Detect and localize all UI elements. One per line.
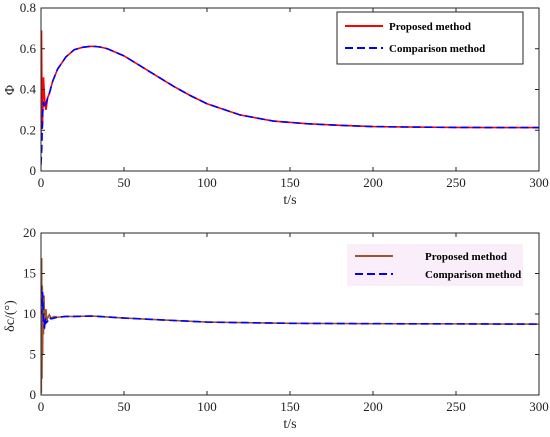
x-tick-label: 300 — [529, 175, 549, 190]
series-line-comparison — [41, 45, 539, 165]
y-tick-label: 0.6 — [20, 41, 37, 56]
y-tick-label: 0 — [30, 163, 37, 178]
x-tick-label: 100 — [197, 399, 217, 414]
y-tick-label: 20 — [23, 225, 36, 240]
legend-label-comparison: Comparison method — [425, 269, 521, 281]
y-tick-label: 0.4 — [20, 82, 37, 97]
legend: Proposed method Comparison method — [336, 11, 524, 65]
x-tick-label: 100 — [197, 175, 217, 190]
y-axis-label: Φ — [3, 85, 18, 95]
x-tick-label: 50 — [118, 175, 131, 190]
y-tick-label: 0.8 — [20, 0, 36, 15]
y-axis-label: δc/(°) — [3, 300, 18, 332]
series-line-comparison — [41, 285, 539, 330]
legend-label-proposed: Proposed method — [425, 251, 507, 263]
x-tick-label: 300 — [529, 399, 549, 414]
legend-label-proposed: Proposed method — [389, 21, 471, 33]
x-axis-label: t/s — [283, 417, 296, 432]
y-tick-label: 0.2 — [20, 122, 36, 137]
x-tick-label: 150 — [280, 175, 300, 190]
x-tick-label: 150 — [280, 399, 300, 414]
x-axis-label: t/s — [283, 193, 296, 208]
y-tick-label: 0 — [30, 387, 37, 402]
x-tick-label: 0 — [38, 175, 45, 190]
x-tick-label: 0 — [38, 399, 45, 414]
legend: Proposed method Comparison method — [347, 244, 523, 286]
legend-label-comparison: Comparison method — [389, 43, 485, 55]
x-tick-label: 200 — [363, 175, 383, 190]
x-tick-label: 200 — [363, 399, 383, 414]
x-tick-label: 50 — [118, 399, 131, 414]
y-tick-label: 5 — [30, 347, 37, 362]
legend-box — [347, 244, 523, 286]
x-tick-label: 250 — [446, 399, 466, 414]
legend-box — [336, 11, 524, 65]
y-tick-label: 10 — [23, 306, 36, 321]
y-tick-label: 15 — [23, 266, 36, 281]
chart-panel-1: 0 50 100 150 200 250 300 0 0.2 0.4 0.6 0.8 t/s Φ Propo… — [3, 0, 549, 208]
x-tick-label: 250 — [446, 175, 466, 190]
chart-panel-2: 0 50 100 150 200 250 300 0 5 10 15 20 t/s δc/(°) Propo… — [3, 225, 549, 432]
